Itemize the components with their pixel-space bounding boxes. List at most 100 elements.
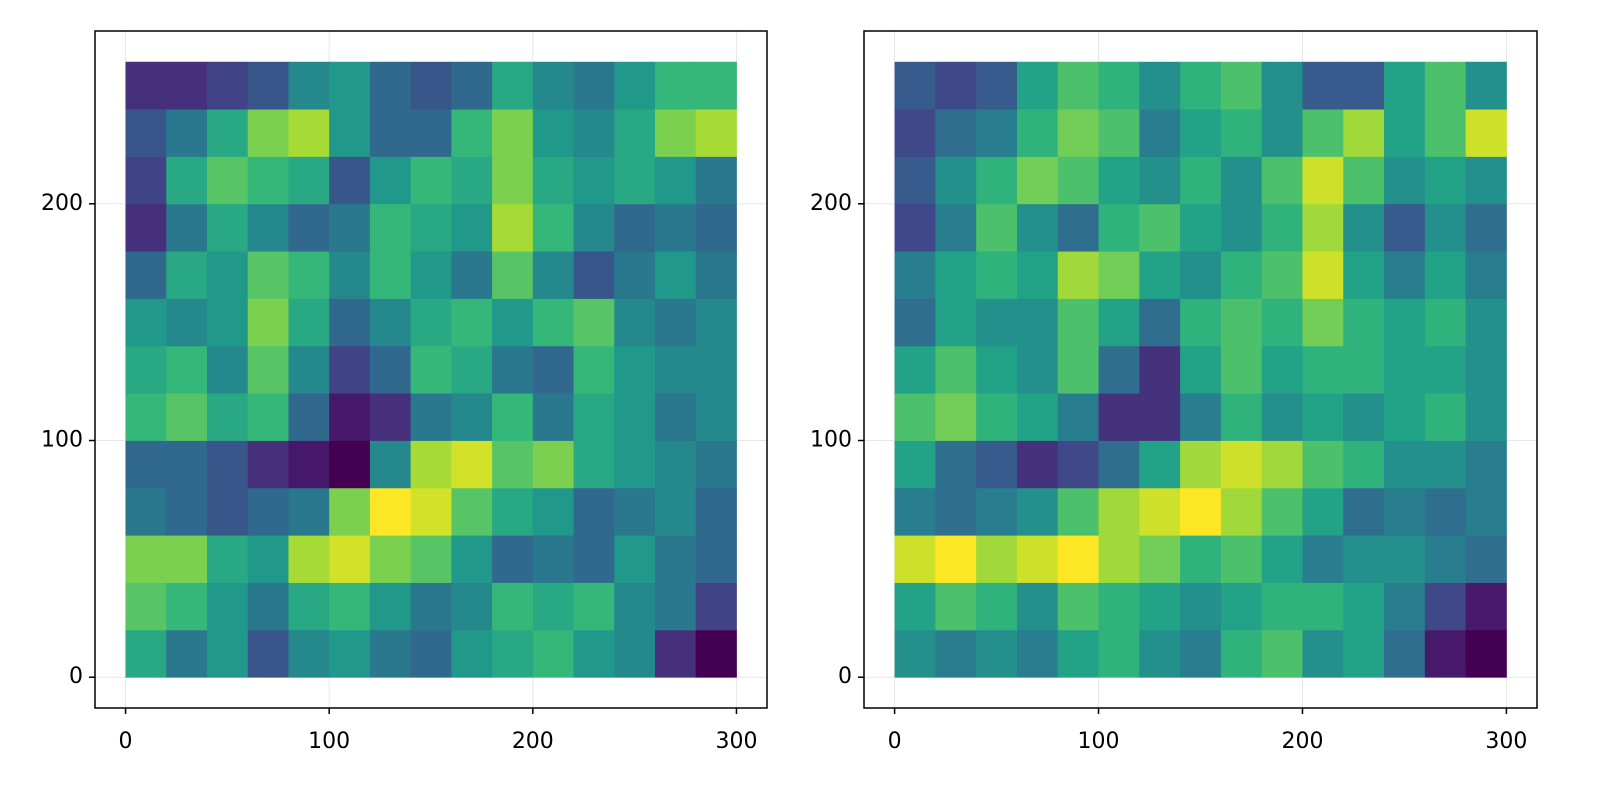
heatmap-cell [166,582,208,631]
heatmap-cell [976,345,1018,394]
heatmap-cell [1424,203,1467,252]
heatmap-cell [935,156,977,205]
heatmap-cell [976,203,1018,252]
heatmap-cell [1465,535,1507,583]
heatmap-cell [1384,535,1426,583]
heatmap-cell [573,629,615,678]
heatmap-cell [451,535,493,583]
heatmap-cell [1302,298,1344,347]
heatmap-cell [1343,298,1385,347]
heatmap-cell [410,535,452,583]
heatmap-cell [451,440,493,489]
heatmap-cell [125,156,167,205]
heatmap-cell [410,298,452,347]
heatmap-cell [410,440,452,489]
heatmap-cell [695,61,737,110]
heatmap-cell [573,298,615,347]
heatmap-cell [532,440,574,489]
heatmap-cell [288,487,330,536]
heatmap-cell [1098,298,1140,347]
heatmap-cell [1465,156,1507,205]
heatmap-cell [1180,345,1222,394]
heatmap-cell [1139,440,1181,489]
heatmap-cell [1139,251,1181,299]
heatmap-cell [976,109,1018,157]
heatmap-cell [1098,582,1140,631]
heatmap-cell [894,109,936,157]
heatmap-cell [329,440,371,489]
heatmap-cell [1302,582,1344,631]
heatmap-cell [492,440,534,489]
heatmap-cell [1424,487,1467,536]
heatmap-cell [1343,393,1385,441]
heatmap-cell [1343,61,1385,110]
heatmap-cell [1220,487,1263,536]
heatmap-cell [1424,535,1467,583]
heatmap-cell [976,298,1018,347]
heatmap-cell [410,251,452,299]
heatmap-cell [410,61,452,110]
heatmap-cell [1424,440,1467,489]
heatmap-cell [1139,345,1181,394]
heatmap-cell [329,629,371,678]
heatmap-cell [1343,203,1385,252]
heatmap-cell [1057,156,1099,205]
heatmap-cell [1261,251,1303,299]
heatmap-cell [329,582,371,631]
heatmap-cell [655,298,697,347]
plot-frame [863,30,1538,709]
heatmap-cell [288,440,330,489]
x-tick-label: 0 [119,729,133,754]
heatmap-cell [614,251,656,299]
heatmap-cell [573,61,615,110]
heatmap-cell [492,629,534,678]
heatmap-cell [1139,298,1181,347]
heatmap-cell [288,535,330,583]
heatmap-cell [655,109,697,157]
heatmap-cell [935,109,977,157]
heatmap-cell [1220,156,1263,205]
heatmap-cell [125,298,167,347]
y-tick-label: 100 [810,428,852,453]
heatmap-cell [695,251,737,299]
heatmap-cell [451,203,493,252]
heatmap-cell [894,203,936,252]
heatmap-cell [451,61,493,110]
heatmap-cell [614,61,656,110]
heatmap-cell [492,109,534,157]
heatmap-cell [1098,61,1140,110]
heatmap-cell [1180,61,1222,110]
heatmap-cell [655,393,697,441]
heatmap-cell [288,109,330,157]
heatmap-cell [532,582,574,631]
heatmap-cell [1343,535,1385,583]
heatmap-cell [1465,487,1507,536]
heatmap-cell [1343,487,1385,536]
heatmap-cell [1057,440,1099,489]
heatmap-cell [125,109,167,157]
heatmap-cell [410,345,452,394]
heatmap-cell [935,251,977,299]
heatmap-cell [1098,345,1140,394]
heatmap-cell [410,629,452,678]
heatmap-cell [1220,582,1263,631]
heatmap-cell [695,109,737,157]
heatmap-cell [492,487,534,536]
heatmap-cell [935,203,977,252]
heatmap-cell [451,251,493,299]
heatmap-cell [1180,203,1222,252]
heatmap-cell [1261,629,1303,678]
panel: 0 100 200 300 0 100 200 [41,30,768,754]
heatmap-cell [166,61,208,110]
heatmap-cell [1384,487,1426,536]
heatmap-cell [894,629,936,678]
heatmap-cell [1016,487,1059,536]
heatmap-cell [614,203,656,252]
heatmap-cell [532,203,574,252]
heatmap-cell [247,393,289,441]
heatmap-cell [451,487,493,536]
heatmap-cell [410,487,452,536]
heatmap-cell [655,440,697,489]
heatmap-cell [166,393,208,441]
